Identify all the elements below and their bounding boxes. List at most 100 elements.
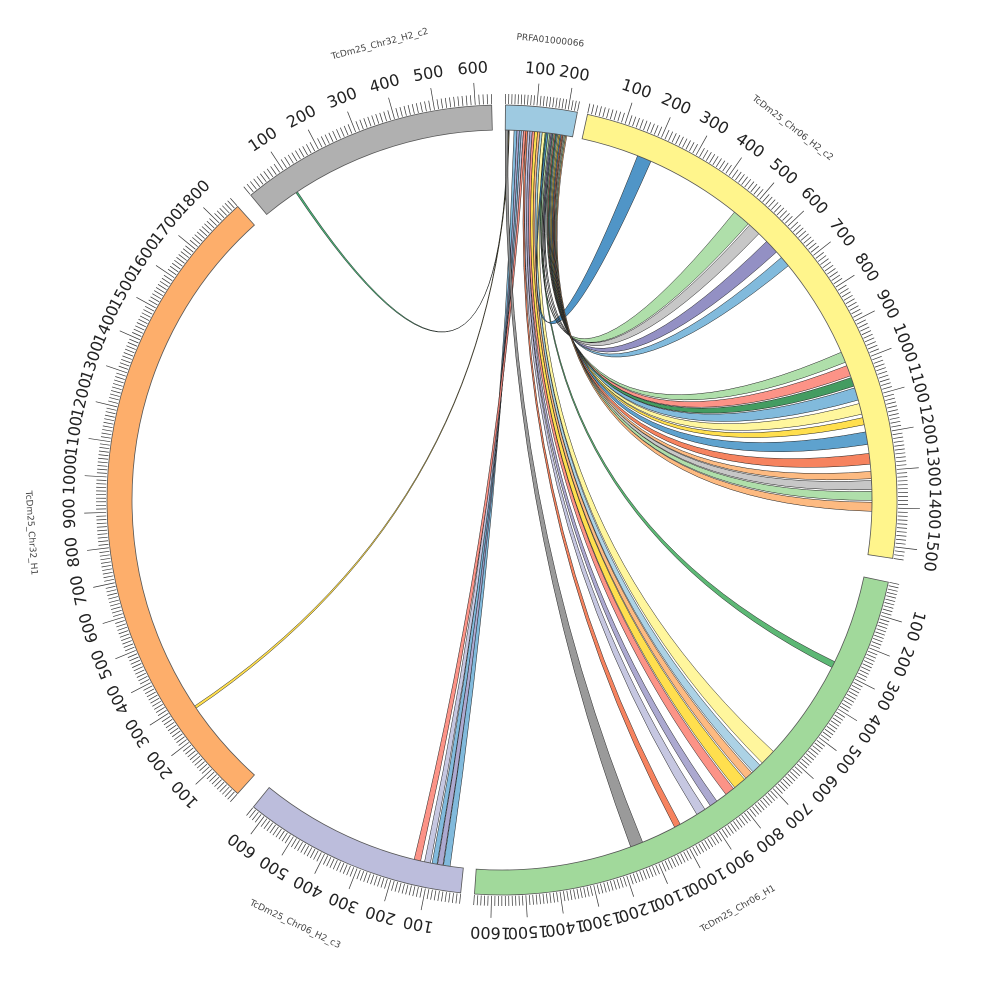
major-tick: [689, 848, 701, 869]
minor-tick: [150, 697, 160, 704]
minor-tick: [862, 663, 872, 669]
tick-label: 500: [832, 742, 866, 778]
minor-tick: [133, 666, 143, 672]
minor-tick: [799, 761, 808, 769]
minor-tick: [713, 834, 720, 844]
minor-tick: [839, 288, 849, 294]
tick-label: 100: [167, 777, 202, 812]
major-tick: [250, 816, 265, 835]
minor-tick: [535, 894, 538, 905]
major-tick: [115, 650, 136, 660]
minor-tick: [886, 592, 897, 596]
minor-tick: [219, 784, 227, 793]
minor-tick: [384, 878, 388, 889]
minor-tick: [594, 105, 598, 116]
minor-tick: [619, 877, 624, 888]
minor-tick: [894, 444, 905, 447]
minor-tick: [280, 159, 287, 168]
minor-tick: [645, 868, 651, 879]
minor-tick: [96, 526, 107, 528]
minor-tick: [260, 173, 267, 183]
minor-tick: [167, 268, 177, 276]
minor-tick: [587, 103, 591, 114]
minor-tick: [894, 448, 905, 451]
minor-tick: [346, 865, 351, 876]
minor-tick: [342, 864, 348, 874]
minor-tick: [263, 820, 271, 830]
minor-tick: [824, 728, 834, 736]
minor-tick: [712, 156, 719, 165]
minor-tick: [602, 107, 606, 118]
minor-tick: [124, 348, 135, 354]
major-tick: [728, 157, 742, 176]
minor-tick: [555, 97, 558, 108]
minor-tick: [707, 838, 714, 848]
minor-tick: [136, 672, 147, 678]
minor-tick: [359, 870, 365, 881]
minor-tick: [104, 578, 115, 582]
minor-tick: [727, 825, 734, 834]
tick-label: 800: [752, 823, 788, 857]
minor-tick: [395, 108, 399, 118]
minor-tick: [135, 669, 145, 675]
tick-label: 1400: [544, 916, 587, 941]
minor-tick: [214, 779, 222, 787]
minor-tick: [564, 99, 568, 110]
minor-tick: [459, 893, 461, 904]
minor-tick: [692, 846, 698, 856]
major-tick: [772, 788, 789, 805]
minor-tick: [533, 95, 535, 106]
minor-tick: [839, 705, 849, 712]
minor-tick: [779, 210, 788, 218]
minor-tick: [683, 851, 689, 861]
tick-label: 900: [59, 498, 79, 529]
major-tick: [536, 83, 540, 106]
minor-tick: [756, 188, 764, 198]
minor-tick: [636, 872, 641, 882]
tick-label: 1100: [61, 415, 86, 458]
minor-tick: [847, 301, 857, 308]
minor-tick: [426, 889, 430, 900]
tick-label: 700: [781, 798, 816, 833]
minor-tick: [194, 234, 203, 242]
major-tick: [746, 810, 762, 829]
tick-label: 400: [367, 70, 402, 97]
minor-tick: [810, 245, 820, 253]
minor-tick: [530, 95, 532, 106]
minor-tick: [363, 118, 368, 128]
minor-tick: [230, 794, 238, 802]
minor-tick: [97, 465, 108, 467]
minor-tick: [812, 745, 821, 753]
minor-tick: [102, 568, 113, 571]
major-tick: [838, 708, 858, 722]
minor-tick: [139, 679, 150, 685]
minor-tick: [251, 811, 259, 821]
major-tick: [895, 546, 918, 550]
minor-tick: [591, 104, 595, 115]
major-tick: [869, 647, 890, 657]
minor-tick: [270, 166, 277, 175]
tick-label: 600: [224, 829, 260, 863]
segment-layer: [106, 104, 898, 896]
minor-tick: [176, 257, 185, 264]
minor-tick: [306, 144, 312, 154]
minor-tick: [309, 142, 316, 152]
minor-tick: [787, 773, 796, 782]
minor-tick: [121, 358, 131, 364]
minor-tick: [606, 108, 610, 119]
minor-tick: [284, 156, 291, 166]
tick-label: 1400: [925, 488, 945, 529]
tick-label: 300: [696, 107, 732, 139]
minor-tick: [115, 376, 125, 380]
minor-tick: [106, 407, 117, 411]
minor-tick: [895, 542, 906, 545]
minor-tick: [249, 809, 256, 819]
minor-tick: [103, 421, 114, 425]
minor-tick: [290, 838, 297, 848]
minor-tick: [111, 386, 122, 391]
minor-tick: [881, 382, 891, 386]
minor-tick: [629, 874, 634, 885]
minor-tick: [639, 119, 644, 129]
minor-tick: [284, 834, 291, 844]
minor-tick: [98, 457, 109, 460]
